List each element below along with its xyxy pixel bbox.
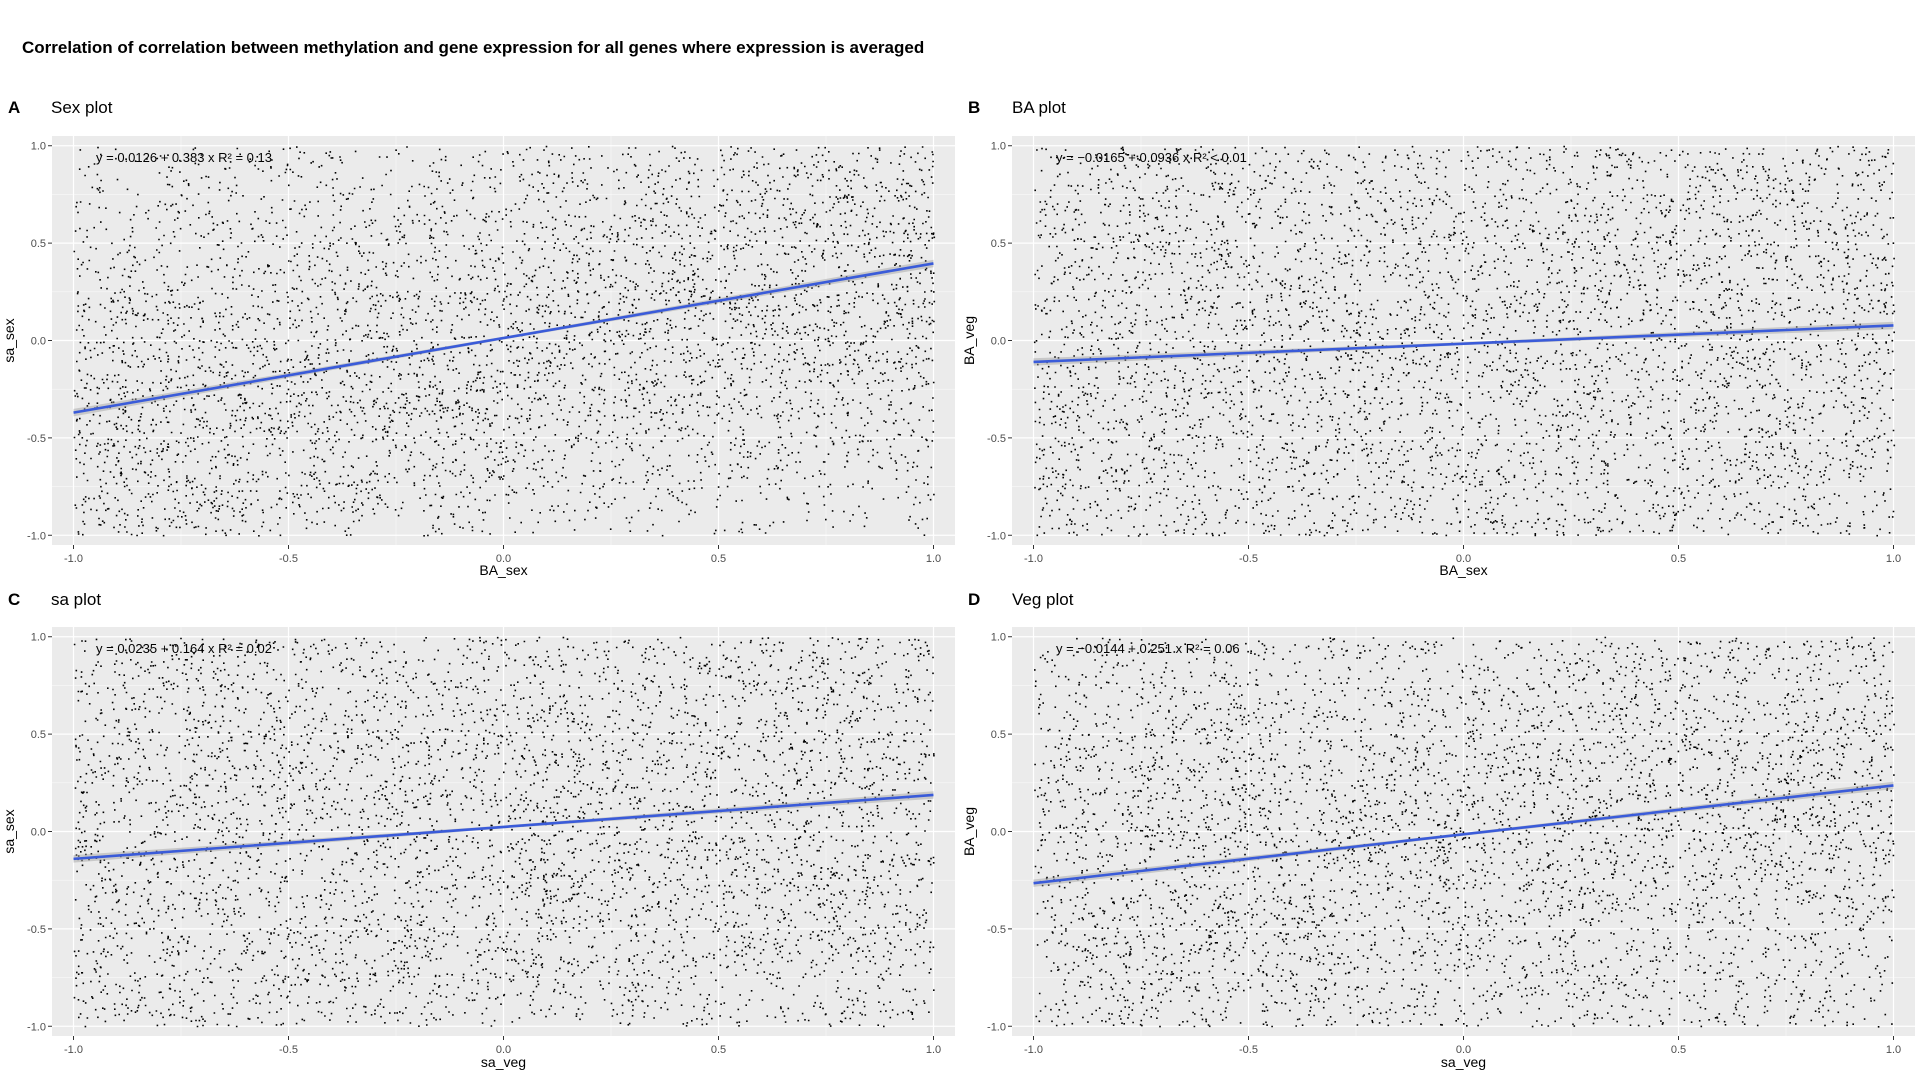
x-tick-label: -0.5 (279, 1044, 298, 1056)
x-axis-title: BA_sex (479, 562, 527, 578)
regression-equation: y = 0.0126 + 0.383 x R² = 0.13 (96, 150, 272, 165)
panel-a: y = 0.0126 + 0.383 x R² = 0.13 -1.0 -0.5 0.… (1, 98, 955, 578)
x-tick-label: -0.5 (279, 553, 298, 565)
regression-equation: y = −0.0144 + 0.251 x R² = 0.06 (1056, 641, 1240, 656)
y-tick-label: 0.5 (31, 729, 46, 741)
y-tick-label: -0.5 (27, 433, 46, 445)
y-tick-label: -1.0 (987, 1021, 1006, 1033)
regression-line (1033, 784, 1894, 885)
y-axis-title: sa_sex (1, 809, 17, 853)
y-tick-label: -1.0 (987, 530, 1006, 542)
x-tick-label: 0.5 (1671, 1044, 1686, 1056)
y-tick-label: -1.0 (27, 1021, 46, 1033)
points-layer (1034, 636, 1895, 1028)
x-tick-label: 0.0 (496, 1044, 511, 1056)
regression-equation: y = 0.0235 + 0.164 x R² = 0.02 (96, 641, 272, 656)
regression-line (1033, 324, 1894, 364)
y-tick-label: 1.0 (991, 141, 1006, 153)
x-tick-label: 0.0 (496, 553, 511, 565)
x-tick-label: -1.0 (1024, 553, 1043, 565)
y-tick-label: 0.5 (991, 729, 1006, 741)
panel-title: Sex plot (51, 98, 113, 117)
y-tick-label: -1.0 (27, 530, 46, 542)
panel-d: y = −0.0144 + 0.251 x R² = 0.06 -1.0 -0.5 0… (961, 590, 1915, 1070)
x-tick-label: 0.5 (1671, 553, 1686, 565)
y-tick-label: 1.0 (31, 632, 46, 644)
figure-title: Correlation of correlation between methy… (22, 38, 925, 57)
y-tick-label: 1.0 (31, 141, 46, 153)
y-tick-label: -0.5 (27, 924, 46, 936)
scatter-points (1033, 145, 1896, 537)
x-tick-label: 1.0 (1886, 1044, 1901, 1056)
y-axis-title: BA_veg (961, 807, 977, 856)
points-layer (1033, 145, 1896, 537)
x-tick-label: 1.0 (926, 1044, 941, 1056)
panel-title: BA plot (1012, 98, 1066, 117)
panel-tag: C (8, 590, 20, 609)
y-tick-label: -0.5 (987, 433, 1006, 445)
y-axis-title: BA_veg (961, 316, 977, 365)
y-axis-title: sa_sex (1, 318, 17, 362)
y-tick-label: 0.0 (31, 336, 46, 348)
y-tick-label: 0.0 (31, 827, 46, 839)
panel-c: y = 0.0235 + 0.164 x R² = 0.02 -1.0 -0.5 0.… (1, 590, 955, 1070)
x-tick-label: -0.5 (1239, 553, 1258, 565)
x-tick-label: 0.0 (1456, 1044, 1471, 1056)
regression-line (73, 793, 934, 861)
panel-tag: B (968, 98, 980, 117)
regression-equation: y = −0.0165 + 0.0936 x R² < 0.01 (1056, 150, 1247, 165)
x-tick-label: 0.5 (711, 553, 726, 565)
x-tick-label: -0.5 (1239, 1044, 1258, 1056)
scatter-points (73, 636, 935, 1028)
y-tick-label: 0.5 (991, 238, 1006, 250)
x-tick-label: 1.0 (926, 553, 941, 565)
x-tick-label: 0.5 (711, 1044, 726, 1056)
x-axis-title: sa_veg (1441, 1054, 1486, 1070)
x-axis-title: sa_veg (481, 1054, 526, 1070)
y-tick-label: 0.5 (31, 238, 46, 250)
regression-line (73, 262, 934, 414)
x-tick-label: 0.0 (1456, 553, 1471, 565)
y-tick-label: 0.0 (991, 336, 1006, 348)
y-tick-label: 1.0 (991, 632, 1006, 644)
x-tick-label: -1.0 (1024, 1044, 1043, 1056)
y-tick-label: 0.0 (991, 827, 1006, 839)
x-tick-label: -1.0 (64, 1044, 83, 1056)
panel-title: Veg plot (1012, 590, 1074, 609)
x-tick-label: -1.0 (64, 553, 83, 565)
x-axis-title: BA_sex (1439, 562, 1487, 578)
x-tick-label: 1.0 (1886, 553, 1901, 565)
panel-title: sa plot (51, 590, 101, 609)
y-tick-label: -0.5 (987, 924, 1006, 936)
points-layer (73, 636, 935, 1028)
panel-b: y = −0.0165 + 0.0936 x R² < 0.01 -1.0 -0.5… (961, 98, 1915, 578)
panel-tag: A (8, 98, 20, 117)
scatter-points (1034, 636, 1895, 1028)
panel-tag: D (968, 590, 980, 609)
